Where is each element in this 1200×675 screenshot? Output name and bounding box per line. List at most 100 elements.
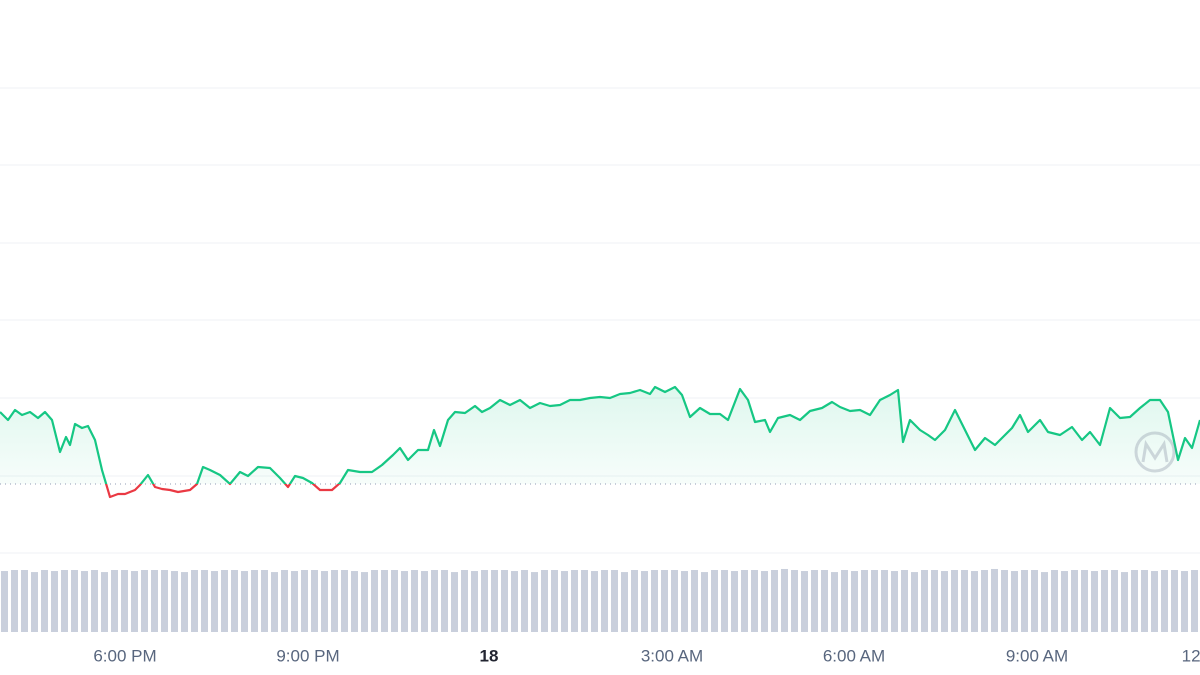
volume-bar: [231, 570, 238, 632]
x-tick-label: 9:00 PM: [276, 646, 339, 665]
volume-bar: [931, 570, 938, 632]
volume-bar: [1081, 570, 1088, 632]
volume-bar: [811, 570, 818, 632]
volume-bar: [1, 571, 8, 632]
volume-bar: [951, 570, 958, 632]
x-tick-label: 6:00 PM: [93, 646, 156, 665]
volume-bar: [1031, 570, 1038, 632]
volume-bar: [541, 570, 548, 632]
volume-bar: [671, 570, 678, 632]
volume-bar: [251, 570, 258, 632]
watermark-logo: [1134, 431, 1176, 473]
volume-bar: [1131, 570, 1138, 632]
volume-bar: [241, 571, 248, 632]
volume-bar: [511, 571, 518, 632]
volume-bar: [211, 571, 218, 632]
volume-bar: [561, 571, 568, 632]
volume-bar: [101, 572, 108, 632]
x-tick-label: 3:00 AM: [641, 646, 703, 665]
volume-bar: [141, 570, 148, 632]
volume-bar: [1161, 570, 1168, 632]
volume-bar: [51, 571, 58, 632]
volume-bars: [1, 568, 1198, 632]
volume-bar: [361, 572, 368, 632]
volume-bar: [871, 570, 878, 632]
volume-bar: [381, 570, 388, 632]
volume-bar: [281, 570, 288, 632]
volume-bar: [441, 570, 448, 632]
volume-bar: [941, 571, 948, 632]
volume-bar: [1111, 570, 1118, 632]
volume-bar: [311, 570, 318, 632]
volume-bar: [41, 570, 48, 632]
volume-bar: [131, 571, 138, 632]
volume-bar: [1151, 571, 1158, 632]
volume-bar: [731, 571, 738, 632]
volume-bar: [991, 568, 998, 632]
x-tick-label: 6:00 AM: [823, 646, 885, 665]
volume-bar: [91, 570, 98, 632]
volume-bar: [81, 571, 88, 632]
volume-bar: [601, 570, 608, 632]
volume-bar: [71, 570, 78, 632]
volume-bar: [1061, 571, 1068, 632]
volume-bar: [831, 572, 838, 632]
x-tick-label: 9:00 AM: [1006, 646, 1068, 665]
volume-bar: [651, 570, 658, 632]
volume-bar: [451, 572, 458, 632]
volume-bar: [401, 571, 408, 632]
volume-bar: [391, 570, 398, 632]
volume-bar: [431, 570, 438, 632]
volume-bar: [221, 570, 228, 632]
volume-bar: [261, 570, 268, 632]
x-tick-label: 12:00 PM: [1182, 646, 1200, 665]
volume-bar: [321, 571, 328, 632]
volume-bar: [1121, 572, 1128, 632]
volume-bar: [21, 570, 28, 632]
volume-bar: [961, 570, 968, 632]
volume-bar: [681, 571, 688, 632]
volume-bar: [791, 570, 798, 632]
volume-bar: [531, 572, 538, 632]
volume-bar: [1181, 571, 1188, 632]
volume-bar: [1041, 572, 1048, 632]
volume-bar: [171, 571, 178, 632]
volume-bar: [801, 571, 808, 632]
volume-bar: [1071, 570, 1078, 632]
volume-bar: [641, 571, 648, 632]
volume-bar: [491, 570, 498, 632]
volume-bar: [421, 571, 428, 632]
volume-bar: [411, 570, 418, 632]
volume-bar: [701, 572, 708, 632]
volume-bar: [1051, 570, 1058, 632]
volume-bar: [341, 570, 348, 632]
volume-bar: [61, 570, 68, 632]
volume-bar: [861, 570, 868, 632]
volume-bar: [711, 570, 718, 632]
volume-bar: [471, 571, 478, 632]
volume-bar: [151, 570, 158, 632]
volume-bar: [461, 570, 468, 632]
volume-bar: [891, 571, 898, 632]
volume-bar: [161, 570, 168, 632]
volume-bar: [1191, 570, 1198, 632]
volume-bar: [741, 570, 748, 632]
volume-bar: [1001, 570, 1008, 632]
volume-bar: [921, 570, 928, 632]
volume-bar: [581, 570, 588, 632]
price-line-below: [105, 484, 341, 499]
volume-bar: [661, 570, 668, 632]
volume-bar: [621, 572, 628, 632]
volume-bar: [271, 572, 278, 632]
volume-bar: [331, 570, 338, 632]
volume-bar: [781, 568, 788, 632]
volume-bar: [1171, 570, 1178, 632]
volume-bar: [1011, 571, 1018, 632]
plot: [0, 385, 1200, 499]
volume-bar: [121, 570, 128, 632]
volume-bar: [551, 570, 558, 632]
volume-bar: [201, 570, 208, 632]
volume-bar: [521, 570, 528, 632]
